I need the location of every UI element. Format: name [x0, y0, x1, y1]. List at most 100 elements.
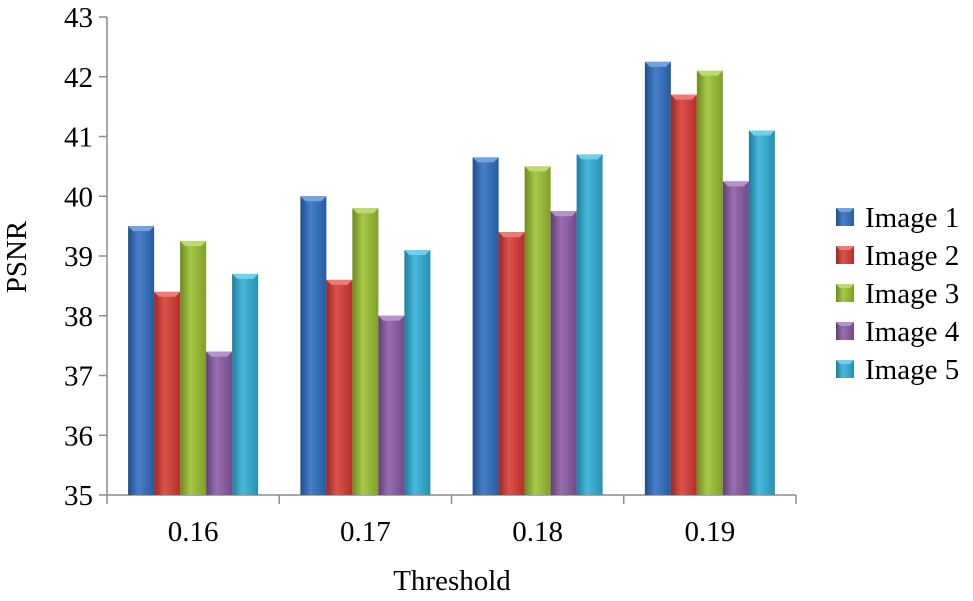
legend-item: Image 4: [836, 316, 960, 348]
bar-top-bevel: [670, 94, 697, 100]
bar-top-bevel: [300, 196, 327, 202]
x-tick-label: 0.19: [685, 516, 736, 548]
bar: [352, 208, 379, 495]
legend-swatch-bevel: [836, 284, 854, 288]
legend-swatch-bevel: [836, 360, 854, 364]
bar: [696, 70, 723, 496]
bar: [206, 351, 233, 495]
bar: [154, 291, 181, 495]
bar-body: [524, 166, 551, 495]
y-tick-label: 38: [64, 301, 93, 333]
legend-label: Image 5: [865, 354, 959, 386]
legend-swatch: [836, 322, 854, 340]
legend-item: Image 1: [836, 202, 959, 234]
x-tick-label: 0.16: [168, 516, 219, 548]
y-axis-title: PSNR: [1, 220, 33, 293]
bar-top-bevel: [644, 61, 671, 67]
bar-top-bevel: [498, 232, 525, 238]
bar: [326, 279, 353, 495]
bar-top-bevel: [472, 157, 499, 163]
x-tick-label: 0.18: [512, 516, 563, 548]
y-tick-label: 35: [64, 480, 93, 512]
bar-body: [206, 351, 233, 495]
y-tick-label: 37: [64, 361, 93, 393]
bar-body: [644, 61, 671, 495]
bar: [300, 196, 327, 495]
bar-top-bevel: [550, 211, 577, 217]
legend-item: Image 3: [836, 278, 959, 310]
bar-body: [180, 241, 207, 495]
bar-body: [472, 157, 499, 495]
legend-swatch: [836, 360, 854, 378]
y-tick-label: 40: [64, 181, 93, 213]
y-tick-label: 39: [64, 241, 93, 273]
bar-top-bevel: [524, 166, 551, 172]
bar: [722, 181, 749, 495]
y-tick-label: 42: [64, 62, 93, 94]
bar: [378, 315, 405, 495]
legend-item: Image 5: [836, 354, 959, 386]
y-tick-label: 41: [64, 122, 93, 154]
bar-body: [722, 181, 749, 495]
bar: [644, 61, 671, 495]
y-tick-label: 43: [64, 2, 93, 34]
bar-body: [550, 211, 577, 495]
bar: [128, 226, 155, 495]
bar-body: [576, 154, 603, 496]
bar: [748, 130, 775, 495]
bar-body: [352, 208, 379, 495]
bar-body: [748, 130, 775, 495]
bar-top-bevel: [232, 273, 259, 279]
bar-top-bevel: [576, 154, 603, 160]
bar-body: [326, 279, 353, 495]
legend-label: Image 3: [865, 278, 959, 310]
legend-swatch: [836, 284, 854, 302]
bar: [404, 250, 431, 495]
bar-top-bevel: [722, 181, 749, 187]
y-axis: 35 36 37 38 39 40 41 42 43: [64, 2, 108, 512]
bar: [524, 166, 551, 495]
x-axis-title: Threshold: [393, 565, 511, 597]
y-tick-label: 36: [64, 420, 93, 452]
legend-label: Image 1: [865, 202, 959, 234]
bar: [180, 241, 207, 495]
bar: [472, 157, 499, 495]
legend-swatch: [836, 246, 854, 264]
legend-swatch-bevel: [836, 322, 854, 326]
legend-swatch-bevel: [836, 246, 854, 250]
legend-item: Image 2: [836, 240, 959, 272]
bar-top-bevel: [128, 226, 155, 232]
legend: Image 1 Image 2 Image 3 Image 4 Image 5: [836, 202, 960, 386]
bar-body: [404, 250, 431, 495]
bar-body: [498, 232, 525, 495]
bar: [232, 273, 259, 495]
bar-body: [378, 315, 405, 495]
bars: [128, 61, 775, 496]
bar-body: [670, 94, 697, 496]
legend-swatch: [836, 208, 854, 226]
bar-top-bevel: [326, 279, 353, 285]
bar-top-bevel: [154, 291, 181, 297]
bar-top-bevel: [378, 315, 405, 321]
bar-top-bevel: [696, 70, 723, 76]
legend-swatch-bevel: [836, 208, 854, 212]
x-tick-label: 0.17: [340, 516, 391, 548]
x-axis: 0.16 0.17 0.18 0.19: [106, 494, 797, 548]
bar-top-bevel: [206, 351, 233, 357]
bar-top-bevel: [404, 250, 431, 256]
bar-top-bevel: [352, 208, 379, 214]
bar: [576, 154, 603, 496]
bar-body: [232, 273, 259, 495]
legend-label: Image 4: [865, 316, 960, 348]
bar-body: [128, 226, 155, 495]
bar: [498, 232, 525, 495]
bar: [550, 211, 577, 495]
bar-body: [696, 70, 723, 496]
bar: [670, 94, 697, 496]
legend-label: Image 2: [865, 240, 959, 272]
bar-body: [154, 291, 181, 495]
bar-top-bevel: [180, 241, 207, 247]
bar-top-bevel: [748, 130, 775, 136]
bar-body: [300, 196, 327, 495]
